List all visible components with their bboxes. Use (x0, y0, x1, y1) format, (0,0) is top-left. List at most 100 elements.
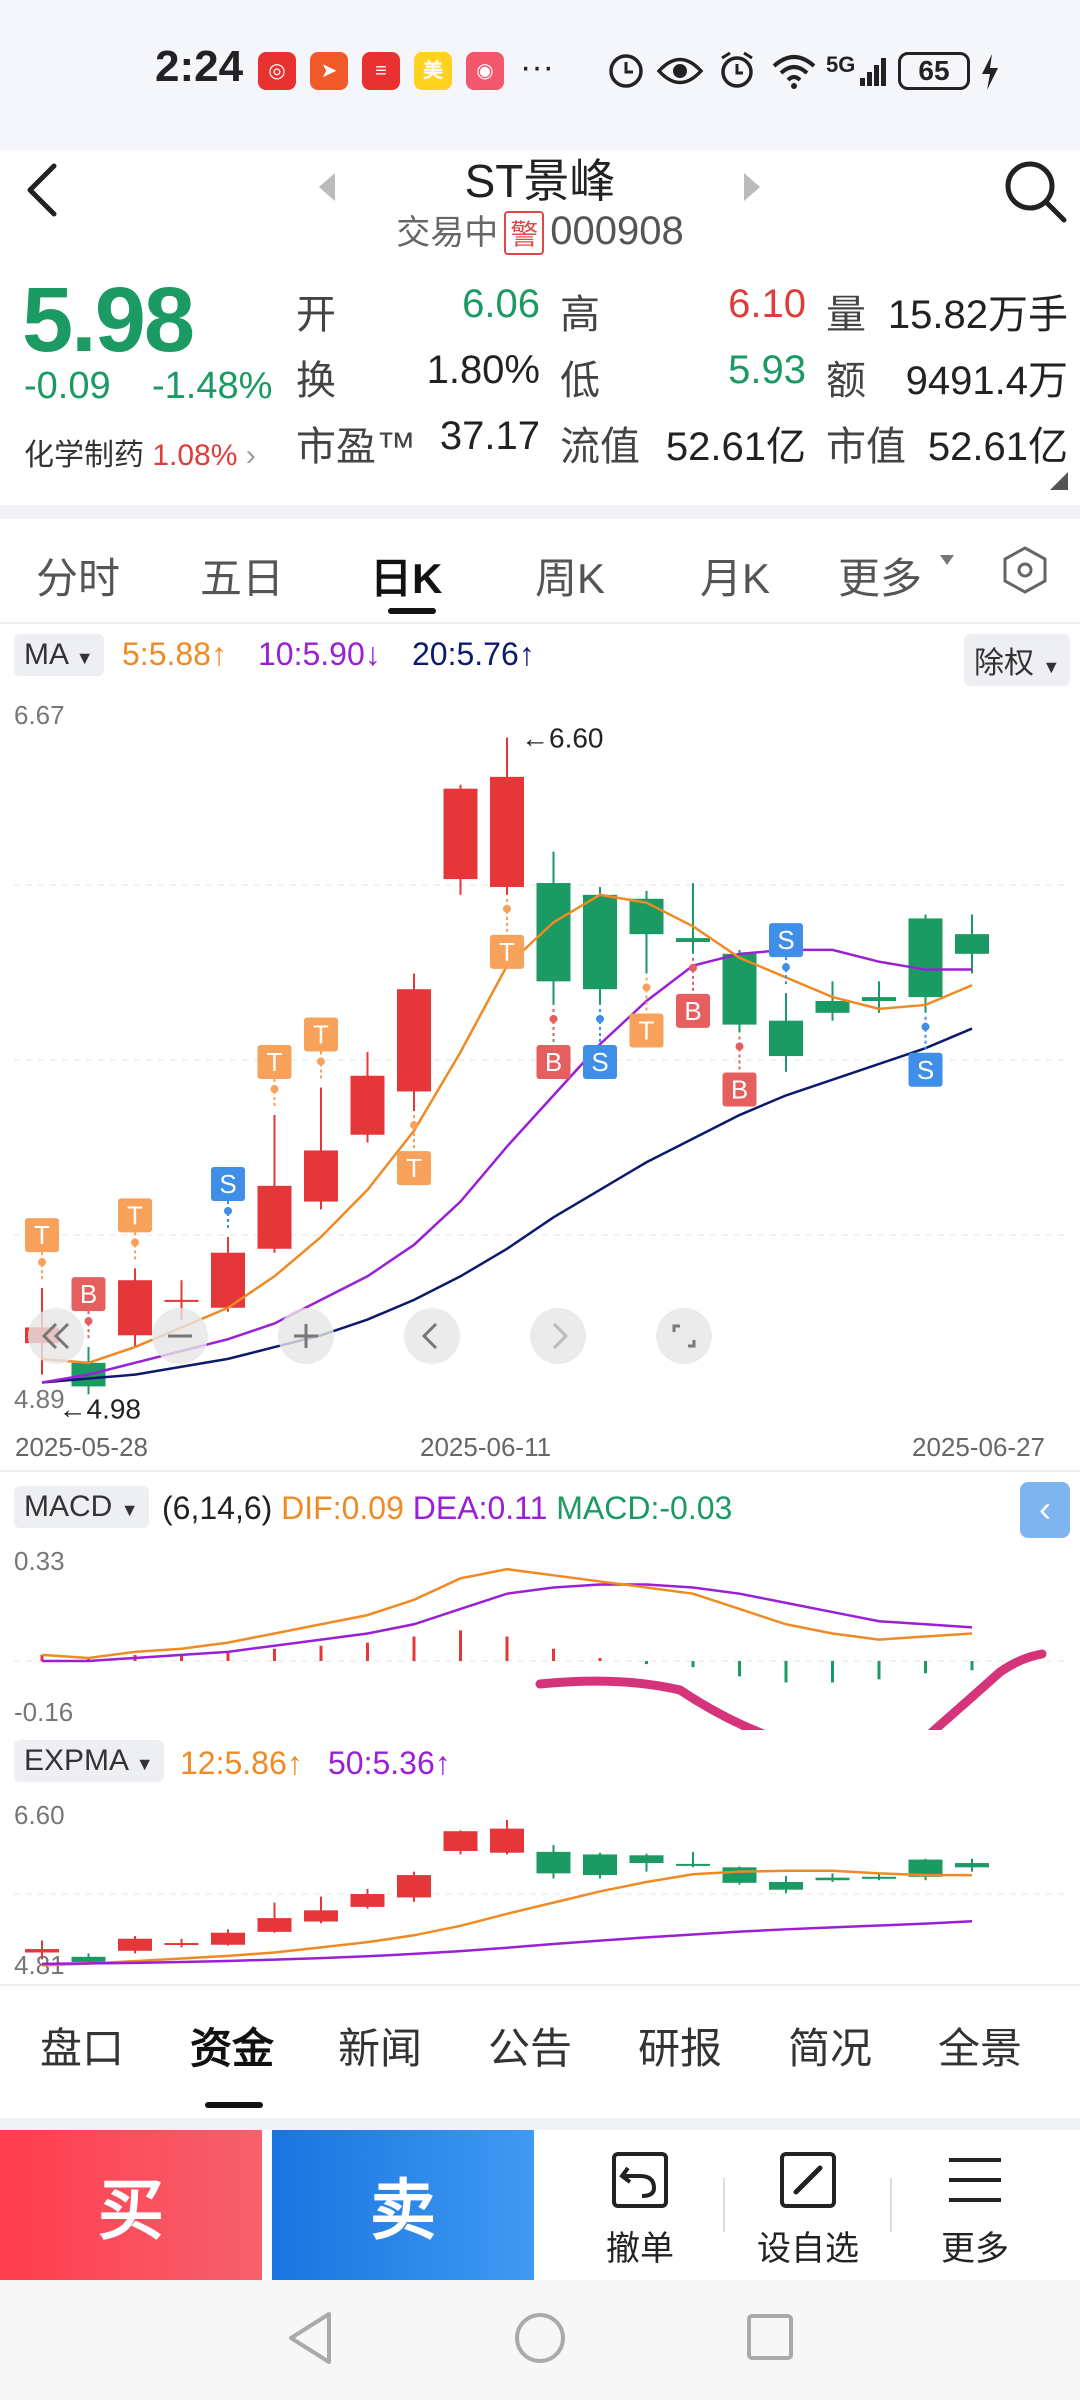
nav-recents-icon[interactable] (745, 2312, 795, 2362)
max-price-annotation: ←6.60 (521, 723, 604, 754)
signal-marker[interactable] (211, 1166, 245, 1201)
tab-月K[interactable]: 月K (700, 555, 771, 602)
candle-body[interactable] (955, 934, 989, 954)
status-time: 2:24 (155, 42, 244, 91)
signal-marker[interactable] (118, 1198, 152, 1233)
buy-button[interactable]: 买 (0, 2130, 262, 2280)
signal-marker[interactable] (629, 1013, 664, 1048)
macd-value: MACD:-0.03 (556, 1490, 733, 1526)
collapse-panel-button[interactable]: ‹ (1020, 1482, 1070, 1538)
adjust-selector[interactable]: 除权 ▼ (964, 634, 1071, 686)
candle-body[interactable] (583, 894, 617, 990)
candle-body[interactable] (722, 953, 757, 1025)
info-tab-研报[interactable]: 研报 (638, 2025, 723, 2072)
macd-dif: DIF:0.09 (281, 1490, 404, 1526)
settings-hexagon-icon[interactable] (1000, 545, 1050, 595)
signal-marker[interactable] (722, 1072, 757, 1107)
quote-label: 低 (560, 359, 600, 403)
signal-dot (735, 1042, 744, 1051)
candle-body[interactable] (397, 989, 431, 1092)
ma20-value: 20:5.76 (412, 636, 519, 672)
candle-body[interactable] (443, 788, 478, 880)
candle-body (490, 1828, 524, 1853)
more-button[interactable]: 更多 (905, 2150, 1045, 2270)
nav-home-icon[interactable] (512, 2310, 568, 2366)
caret-down-icon: ▼ (135, 1754, 154, 1774)
quote-label: 换 (296, 359, 336, 403)
signal-marker[interactable] (676, 993, 710, 1028)
signal-marker[interactable] (257, 1045, 292, 1080)
candle-body[interactable] (490, 776, 524, 887)
scroll-left-icon[interactable] (402, 1306, 462, 1366)
candle-body[interactable] (815, 1001, 850, 1013)
quote-value: 1.80% (426, 348, 540, 392)
tab-更多[interactable]: 更多 (838, 555, 923, 602)
ma-selector[interactable]: MA ▼ (14, 634, 104, 676)
scroll-left-fast-icon[interactable] (26, 1306, 86, 1366)
fullscreen-icon[interactable] (654, 1306, 714, 1366)
x-label-end: 2025-06-27 (912, 1432, 1045, 1462)
signal-marker[interactable] (908, 1052, 943, 1087)
tab-五日[interactable]: 五日 (200, 555, 285, 602)
expma-chart[interactable]: 6.604.81 (0, 1794, 1080, 1984)
signal-marker[interactable] (304, 1017, 338, 1052)
zoom-out-icon[interactable] (150, 1306, 210, 1366)
next-stock-icon[interactable] (740, 170, 764, 204)
expma-selector[interactable]: EXPMA ▼ (14, 1740, 164, 1782)
x-label-start: 2025-05-28 (15, 1432, 148, 1462)
candle-body[interactable] (908, 918, 943, 998)
signal-marker[interactable] (71, 1277, 106, 1312)
candle-body[interactable] (862, 997, 896, 1002)
candle-body[interactable] (769, 1020, 803, 1057)
signal-marker[interactable] (769, 923, 803, 958)
candle-body (908, 1859, 943, 1877)
expma12-value: 12:5.86 (180, 1745, 287, 1781)
candle-body[interactable] (304, 1150, 338, 1202)
candle-body[interactable] (629, 898, 664, 935)
signal-marker[interactable] (25, 1218, 59, 1253)
signal-marker[interactable] (397, 1151, 431, 1186)
wifi-icon (772, 55, 816, 89)
sector-info[interactable]: 化学制药 1.08% › (24, 430, 256, 474)
signal-label: S (591, 1047, 608, 1077)
tab-周K[interactable]: 周K (535, 555, 606, 602)
signal-marker[interactable] (536, 1044, 571, 1079)
signal-label: T (313, 1020, 329, 1050)
candle-body[interactable] (118, 1280, 152, 1336)
candle-body[interactable] (676, 938, 710, 943)
set-watchlist-button[interactable]: 设自选 (738, 2150, 878, 2270)
signal-marker[interactable] (490, 934, 524, 969)
caret-down-icon: ▼ (1042, 657, 1061, 677)
clock-icon (721, 51, 753, 88)
sell-button[interactable]: 卖 (272, 2130, 534, 2280)
nav-back-icon[interactable] (285, 2310, 335, 2366)
info-tab-全景[interactable]: 全景 (938, 2025, 1023, 2072)
corner-expand-icon[interactable] (1050, 472, 1068, 490)
info-tab-新闻[interactable]: 新闻 (338, 2025, 423, 2072)
back-arrow-icon[interactable] (22, 160, 62, 220)
scroll-right-icon[interactable] (528, 1306, 588, 1366)
signal-marker[interactable] (583, 1044, 617, 1079)
search-icon[interactable] (1002, 158, 1068, 224)
tab-分时[interactable]: 分时 (36, 555, 121, 602)
prev-stock-icon[interactable] (315, 170, 339, 204)
info-tab-资金[interactable]: 资金 (190, 2025, 275, 2072)
candle-body (211, 1932, 245, 1945)
zoom-in-icon[interactable] (276, 1306, 336, 1366)
macd-chart[interactable]: 0.33 -0.16 (0, 1540, 1080, 1730)
info-tab-indicator (205, 2102, 263, 2108)
candle-body[interactable] (257, 1185, 292, 1249)
info-tab-公告[interactable]: 公告 (488, 2025, 573, 2072)
quote-value: 6.06 (462, 282, 540, 326)
info-tab-盘口[interactable]: 盘口 (40, 2025, 125, 2072)
candle-body (536, 1851, 571, 1874)
info-tab-简况[interactable]: 简况 (788, 2025, 873, 2072)
quote-label: 额 (826, 359, 866, 403)
cancel-order-button[interactable]: 撤单 (570, 2150, 710, 2270)
tab-日K[interactable]: 日K (370, 555, 443, 602)
candle-body[interactable] (350, 1075, 385, 1135)
quote-value: 37.17 (439, 414, 540, 458)
candle-body[interactable] (164, 1299, 199, 1302)
macd-selector[interactable]: MACD ▼ (14, 1486, 149, 1528)
